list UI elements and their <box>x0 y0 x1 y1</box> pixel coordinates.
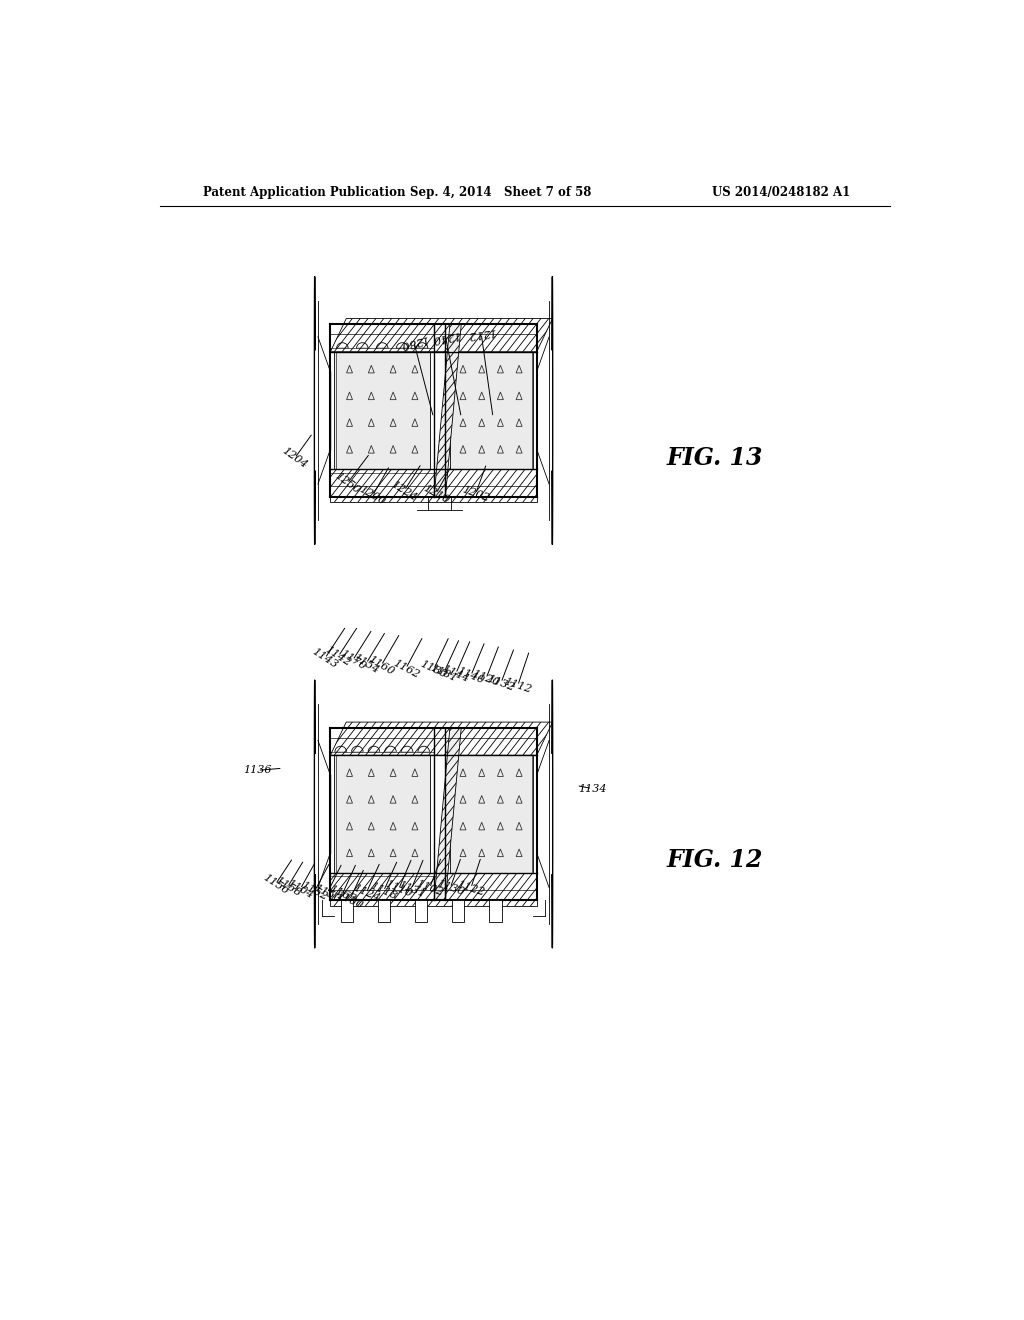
Text: 1134: 1134 <box>578 784 606 793</box>
Polygon shape <box>434 325 461 496</box>
Polygon shape <box>335 351 430 469</box>
Polygon shape <box>378 900 390 921</box>
Polygon shape <box>331 722 553 755</box>
Text: 1280: 1280 <box>398 333 429 350</box>
Text: 1212: 1212 <box>466 326 496 341</box>
Polygon shape <box>489 900 502 921</box>
Text: 1160: 1160 <box>367 655 396 677</box>
Text: 1250: 1250 <box>333 471 361 496</box>
Text: 1156: 1156 <box>261 873 290 896</box>
Text: 1140: 1140 <box>456 665 486 686</box>
Polygon shape <box>335 755 430 873</box>
Text: 1154: 1154 <box>351 652 381 676</box>
Text: 1180: 1180 <box>419 659 449 680</box>
Text: 1124: 1124 <box>351 883 381 904</box>
Text: 1158: 1158 <box>272 875 302 899</box>
Text: 1130: 1130 <box>435 879 465 898</box>
Text: FIG. 12: FIG. 12 <box>667 847 764 871</box>
Text: 1152: 1152 <box>300 880 330 903</box>
Polygon shape <box>331 873 537 906</box>
Text: 1132: 1132 <box>486 673 516 693</box>
Text: 1210: 1210 <box>421 483 451 506</box>
Text: 1163: 1163 <box>328 884 357 904</box>
Text: 1120: 1120 <box>471 669 501 689</box>
Text: 1162: 1162 <box>391 657 421 680</box>
Text: US 2014/0248182 A1: US 2014/0248182 A1 <box>712 186 850 199</box>
Text: 1204: 1204 <box>281 446 309 471</box>
Polygon shape <box>450 351 532 469</box>
Text: 1104: 1104 <box>286 878 315 900</box>
Text: 1143: 1143 <box>310 647 340 671</box>
Text: 1240: 1240 <box>430 329 461 345</box>
Polygon shape <box>331 318 553 351</box>
Text: 1112: 1112 <box>503 677 532 696</box>
Text: 1136: 1136 <box>243 766 271 775</box>
Text: 1202: 1202 <box>461 484 490 503</box>
Text: 1142: 1142 <box>324 644 353 668</box>
Polygon shape <box>434 727 461 900</box>
Text: 1100: 1100 <box>335 890 365 911</box>
Polygon shape <box>415 900 427 921</box>
Text: Patent Application Publication: Patent Application Publication <box>204 186 406 199</box>
Text: 1102: 1102 <box>415 879 444 898</box>
Polygon shape <box>331 469 537 503</box>
Polygon shape <box>450 755 532 873</box>
Text: Sep. 4, 2014   Sheet 7 of 58: Sep. 4, 2014 Sheet 7 of 58 <box>411 186 592 199</box>
Polygon shape <box>341 900 353 921</box>
Text: 1131: 1131 <box>396 879 426 899</box>
Text: 1150: 1150 <box>312 883 342 904</box>
Text: 1224: 1224 <box>389 479 419 503</box>
Text: 1170: 1170 <box>338 648 368 672</box>
Polygon shape <box>453 900 465 921</box>
Text: 1181: 1181 <box>429 663 459 684</box>
Text: FIG. 13: FIG. 13 <box>667 446 764 470</box>
Text: 1110: 1110 <box>384 879 414 899</box>
Text: 1144: 1144 <box>440 664 471 684</box>
Text: 1118: 1118 <box>369 880 398 902</box>
Text: 1122: 1122 <box>456 879 486 898</box>
Text: 1200: 1200 <box>357 484 387 507</box>
